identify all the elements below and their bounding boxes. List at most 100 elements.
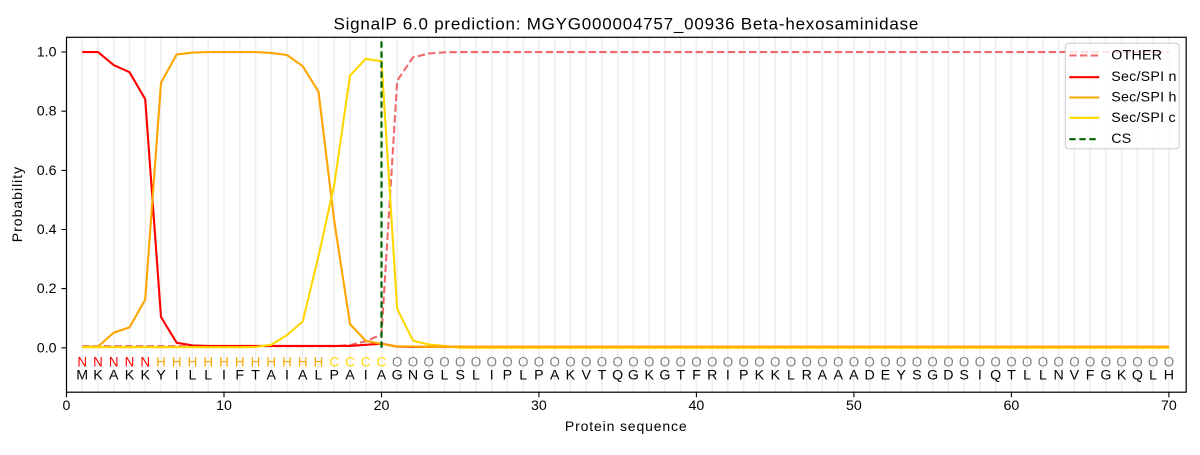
svg-text:G: G: [392, 367, 403, 383]
svg-text:I: I: [490, 367, 494, 383]
svg-text:O: O: [1116, 355, 1126, 370]
svg-text:A: A: [266, 367, 276, 383]
svg-text:70: 70: [1161, 398, 1177, 414]
svg-text:K: K: [93, 367, 103, 383]
svg-text:L: L: [1023, 367, 1031, 383]
svg-text:H: H: [298, 355, 308, 370]
svg-text:O: O: [502, 355, 512, 370]
svg-text:SignalP 6.0 prediction: MGYG00: SignalP 6.0 prediction: MGYG000004757_00…: [333, 14, 919, 33]
svg-text:H: H: [251, 355, 261, 370]
svg-text:60: 60: [1004, 398, 1020, 414]
svg-text:O: O: [1053, 355, 1063, 370]
svg-text:Y: Y: [156, 367, 166, 383]
svg-text:O: O: [707, 355, 717, 370]
svg-text:K: K: [125, 367, 135, 383]
svg-text:H: H: [156, 355, 166, 370]
svg-text:A: A: [833, 367, 843, 383]
svg-text:K: K: [566, 367, 576, 383]
svg-text:F: F: [235, 367, 244, 383]
svg-text:40: 40: [689, 398, 705, 414]
svg-text:I: I: [175, 367, 179, 383]
svg-text:H: H: [266, 355, 276, 370]
svg-text:K: K: [140, 367, 150, 383]
svg-text:OTHER: OTHER: [1111, 48, 1162, 64]
svg-text:CS: CS: [1111, 131, 1131, 147]
svg-text:A: A: [849, 367, 859, 383]
svg-text:N: N: [93, 355, 103, 370]
svg-text:T: T: [1007, 367, 1016, 383]
svg-text:0.8: 0.8: [37, 104, 57, 120]
svg-text:K: K: [644, 367, 654, 383]
svg-text:O: O: [408, 355, 418, 370]
svg-text:O: O: [754, 355, 764, 370]
svg-text:O: O: [534, 355, 544, 370]
svg-text:Sec/SPI h: Sec/SPI h: [1111, 90, 1176, 106]
svg-text:L: L: [315, 367, 323, 383]
svg-text:G: G: [1100, 367, 1111, 383]
svg-text:L: L: [472, 367, 480, 383]
svg-text:A: A: [345, 367, 355, 383]
svg-text:H: H: [172, 355, 182, 370]
svg-text:G: G: [628, 367, 639, 383]
svg-text:O: O: [691, 355, 701, 370]
svg-text:N: N: [1053, 367, 1063, 383]
svg-text:O: O: [1006, 355, 1016, 370]
svg-text:O: O: [1085, 355, 1095, 370]
svg-text:O: O: [486, 355, 496, 370]
svg-text:A: A: [818, 367, 828, 383]
svg-text:O: O: [565, 355, 575, 370]
svg-text:O: O: [518, 355, 528, 370]
svg-text:C: C: [361, 355, 371, 370]
svg-text:I: I: [285, 367, 289, 383]
svg-text:O: O: [817, 355, 827, 370]
svg-text:I: I: [364, 367, 368, 383]
svg-text:0.2: 0.2: [37, 281, 57, 297]
svg-text:O: O: [644, 355, 654, 370]
svg-text:N: N: [140, 355, 150, 370]
svg-text:S: S: [912, 367, 921, 383]
svg-text:O: O: [581, 355, 591, 370]
svg-text:30: 30: [531, 398, 547, 414]
svg-text:V: V: [1070, 367, 1080, 383]
svg-text:T: T: [598, 367, 607, 383]
svg-text:G: G: [659, 367, 670, 383]
svg-text:20: 20: [374, 398, 390, 414]
svg-text:A: A: [298, 367, 308, 383]
svg-text:R: R: [707, 367, 717, 383]
svg-text:C: C: [377, 355, 387, 370]
svg-text:0.4: 0.4: [37, 222, 57, 238]
svg-text:L: L: [204, 367, 212, 383]
svg-text:I: I: [978, 367, 982, 383]
svg-text:V: V: [581, 367, 591, 383]
svg-text:A: A: [377, 367, 387, 383]
svg-text:S: S: [959, 367, 968, 383]
svg-text:O: O: [423, 355, 433, 370]
svg-text:O: O: [959, 355, 969, 370]
svg-text:10: 10: [216, 398, 232, 414]
svg-text:H: H: [1164, 367, 1174, 383]
svg-text:N: N: [125, 355, 135, 370]
svg-text:O: O: [1132, 355, 1142, 370]
svg-text:D: D: [864, 367, 874, 383]
svg-text:Protein sequence: Protein sequence: [565, 418, 688, 434]
svg-text:O: O: [770, 355, 780, 370]
svg-text:G: G: [423, 367, 434, 383]
svg-text:O: O: [549, 355, 559, 370]
svg-text:C: C: [329, 355, 339, 370]
svg-text:O: O: [471, 355, 481, 370]
svg-text:K: K: [770, 367, 780, 383]
svg-text:O: O: [1164, 355, 1174, 370]
svg-text:L: L: [1039, 367, 1047, 383]
svg-text:L: L: [787, 367, 795, 383]
svg-text:0.0: 0.0: [37, 340, 57, 356]
svg-text:O: O: [1038, 355, 1048, 370]
svg-text:K: K: [755, 367, 765, 383]
svg-text:O: O: [738, 355, 748, 370]
svg-text:T: T: [676, 367, 685, 383]
svg-text:D: D: [943, 367, 953, 383]
svg-text:A: A: [550, 367, 560, 383]
svg-text:P: P: [739, 367, 748, 383]
svg-text:P: P: [534, 367, 543, 383]
svg-text:A: A: [109, 367, 119, 383]
svg-text:F: F: [1086, 367, 1095, 383]
